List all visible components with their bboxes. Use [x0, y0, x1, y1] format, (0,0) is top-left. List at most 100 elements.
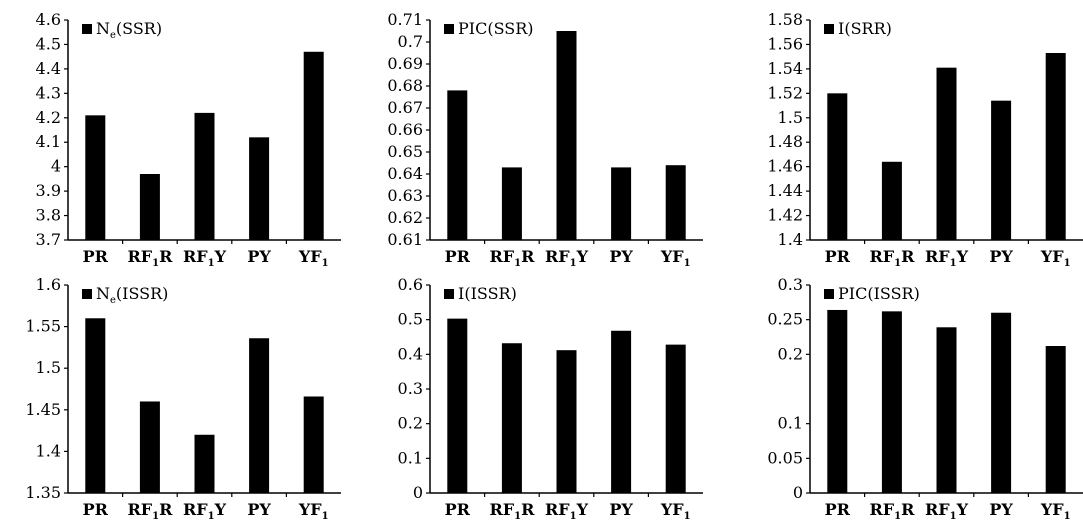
legend-swatch [824, 289, 834, 299]
category-text: PR [825, 247, 851, 266]
category-text-tail: R [521, 500, 535, 519]
x-category-label: RF1R [127, 500, 173, 522]
y-tick-label: 1.4 [36, 441, 61, 460]
y-tick-label: 3.9 [36, 181, 61, 200]
category-text: RF [545, 247, 570, 266]
category-text: PY [609, 500, 633, 519]
category-text-tail: R [159, 247, 173, 266]
y-tick-label: 1.42 [767, 206, 803, 225]
x-category-label: YF1 [660, 247, 691, 269]
legend-swatch [82, 24, 92, 34]
category-text: PR [825, 500, 851, 519]
x-category-label: PY [609, 500, 633, 519]
bar-5 [665, 165, 686, 240]
y-tick-label: 0.63 [387, 186, 423, 205]
legend-suffix: (ISSR) [116, 284, 169, 303]
legend-main: N [96, 19, 110, 38]
category-text: RF [545, 500, 570, 519]
category-text-tail: Y [576, 500, 589, 519]
x-category-label: YF1 [1040, 247, 1071, 269]
y-tick-label: 1.5 [778, 108, 803, 127]
bar-3 [194, 434, 215, 493]
y-tick-label: 1.5 [36, 358, 61, 377]
category-subscript: 1 [894, 258, 901, 269]
x-category-label: RF1Y [545, 500, 589, 522]
category-text: PY [609, 247, 633, 266]
legend-main: PIC(ISSR) [838, 284, 920, 303]
bar-1 [827, 93, 848, 240]
bar-1 [447, 90, 468, 241]
bar-2 [501, 167, 522, 240]
x-category-label: RF1Y [183, 247, 227, 269]
bar-3 [936, 327, 957, 493]
legend-swatch [82, 289, 92, 299]
bar-5 [665, 344, 686, 493]
chart-panel-6: 00.050.10.20.250.3PR RF1R RF1Y PY YF1PIC(ISS… [767, 275, 1083, 522]
x-category-label: PR [825, 247, 851, 266]
category-subscript: 1 [570, 511, 577, 522]
y-tick-label: 1.44 [767, 181, 803, 200]
y-tick-label: 0.64 [387, 164, 423, 183]
y-tick-label: 0.6 [398, 275, 423, 294]
chart-panel-3: 1.4 1.42 1.44 1.46 1.48 1.5 1.52 1.54 1.56 1.58 PR… [767, 10, 1083, 269]
category-text: PY [989, 500, 1013, 519]
x-category-label: RF1Y [183, 500, 227, 522]
chart-panel-5: 00.10.20.30.40.50.6PR RF1R RF1Y PY YF1I(ISSR… [398, 275, 703, 522]
y-tick-label: 4.2 [36, 108, 61, 127]
x-category-label: RF1Y [545, 247, 589, 269]
y-tick-label: 0.66 [387, 120, 423, 139]
category-text: YF [1040, 500, 1064, 519]
category-text: RF [183, 247, 208, 266]
y-tick-label: 1.56 [767, 34, 803, 53]
chart-panel-1: 3.73.83.944.14.24.34.44.54.6PR RF1R RF1Y PY… [36, 10, 341, 269]
legend-suffix: (SSR) [116, 19, 162, 38]
x-category-label: YF1 [298, 500, 329, 522]
x-category-label: RF1Y [925, 500, 969, 522]
bar-5 [303, 396, 324, 493]
y-tick-label: 3.7 [36, 230, 61, 249]
category-subscript: 1 [208, 258, 215, 269]
category-text: YF [1040, 247, 1064, 266]
bar-3 [556, 31, 577, 240]
category-text: YF [298, 500, 322, 519]
bar-2 [139, 174, 160, 240]
x-category-label: RF1Y [925, 247, 969, 269]
y-tick-label: 0.62 [387, 208, 423, 227]
y-tick-label: 4 [51, 157, 61, 176]
category-subscript: 1 [514, 511, 521, 522]
y-tick-label: 0.65 [387, 142, 423, 161]
y-tick-label: 0.25 [767, 310, 803, 329]
category-text: RF [925, 247, 950, 266]
legend-label: Ne(ISSR) [96, 284, 168, 306]
x-category-label: PR [825, 500, 851, 519]
category-subscript: 1 [1064, 258, 1071, 269]
y-tick-label: 1.45 [25, 400, 61, 419]
y-tick-label: 1.48 [767, 132, 803, 151]
category-text-tail: Y [956, 500, 969, 519]
category-text: PR [83, 247, 109, 266]
y-tick-label: 0.61 [387, 230, 423, 249]
x-category-label: PR [83, 247, 109, 266]
chart-panel-2: 0.61 0.62 0.63 0.64 0.65 0.66 0.67 0.68 0.69 0.7 0… [387, 10, 703, 269]
bar-5 [303, 51, 324, 241]
category-subscript: 1 [208, 511, 215, 522]
legend-swatch [444, 289, 454, 299]
legend-subscript: e [110, 30, 116, 41]
y-tick-label: 0.71 [387, 10, 423, 29]
y-tick-label: 0.7 [398, 32, 423, 51]
bar-5 [1045, 346, 1066, 493]
category-text-tail: R [901, 247, 915, 266]
chart-panel-4: 1.351.41.451.51.551.6PR RF1R RF1Y PY YF1Ne(I… [25, 275, 341, 522]
bar-1 [85, 318, 106, 493]
category-text: PY [989, 247, 1013, 266]
y-tick-label: 0 [413, 483, 423, 502]
category-text: RF [127, 500, 152, 519]
bar-1 [85, 115, 106, 240]
y-tick-label: 1.4 [778, 230, 803, 249]
category-subscript: 1 [950, 258, 957, 269]
bar-2 [501, 343, 522, 493]
x-category-label: YF1 [1040, 500, 1071, 522]
category-subscript: 1 [684, 258, 691, 269]
legend-label: Ne(SSR) [96, 19, 162, 41]
